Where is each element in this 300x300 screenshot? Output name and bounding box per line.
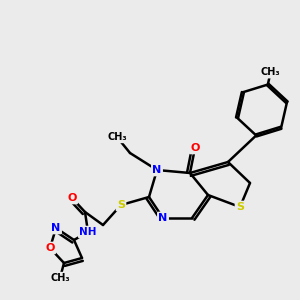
Text: S: S: [117, 200, 125, 210]
Text: O: O: [67, 193, 77, 203]
Text: NH: NH: [79, 227, 97, 237]
Text: S: S: [236, 202, 244, 212]
Text: CH₃: CH₃: [261, 67, 280, 77]
Text: N: N: [158, 213, 168, 223]
Text: O: O: [190, 143, 200, 153]
Text: N: N: [152, 165, 162, 175]
Text: CH₃: CH₃: [50, 273, 70, 283]
Text: CH₃: CH₃: [107, 132, 127, 142]
Text: O: O: [45, 243, 55, 253]
Text: N: N: [51, 223, 61, 233]
